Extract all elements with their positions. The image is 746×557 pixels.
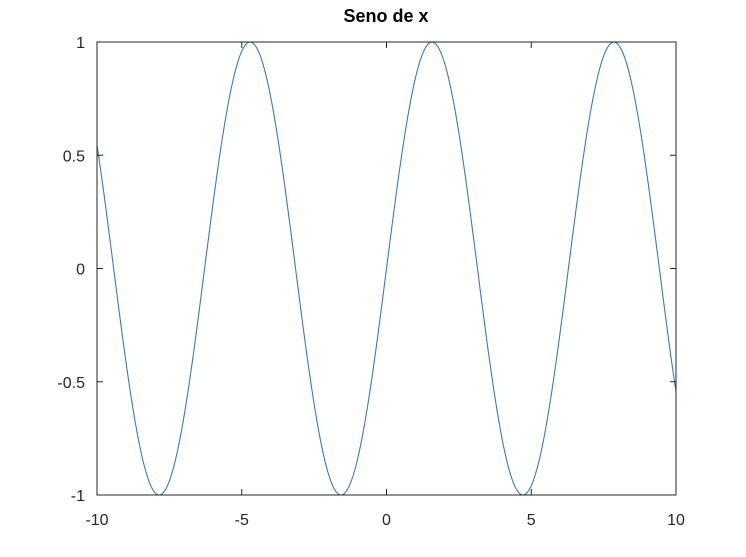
y-axis-ticks: -1 -0.5 0 0.5 1: [57, 35, 676, 505]
y-tick-label: 1: [76, 35, 85, 52]
x-tick-label: 5: [527, 512, 536, 529]
x-tick-label: 10: [667, 512, 685, 529]
x-tick-label: -5: [235, 512, 249, 529]
x-tick-label: -10: [85, 512, 108, 529]
y-tick-label: -1: [71, 488, 85, 505]
series-layer: [96, 41, 677, 496]
x-axis-ticks: -10 -5 0 5 10: [85, 42, 685, 529]
chart-title: Seno de x: [343, 6, 428, 26]
x-tick-label: 0: [382, 512, 391, 529]
y-tick-label: -0.5: [57, 375, 85, 392]
y-tick-label: 0.5: [63, 148, 85, 165]
y-tick-label: 0: [76, 262, 85, 279]
series-line-0: [96, 41, 677, 496]
